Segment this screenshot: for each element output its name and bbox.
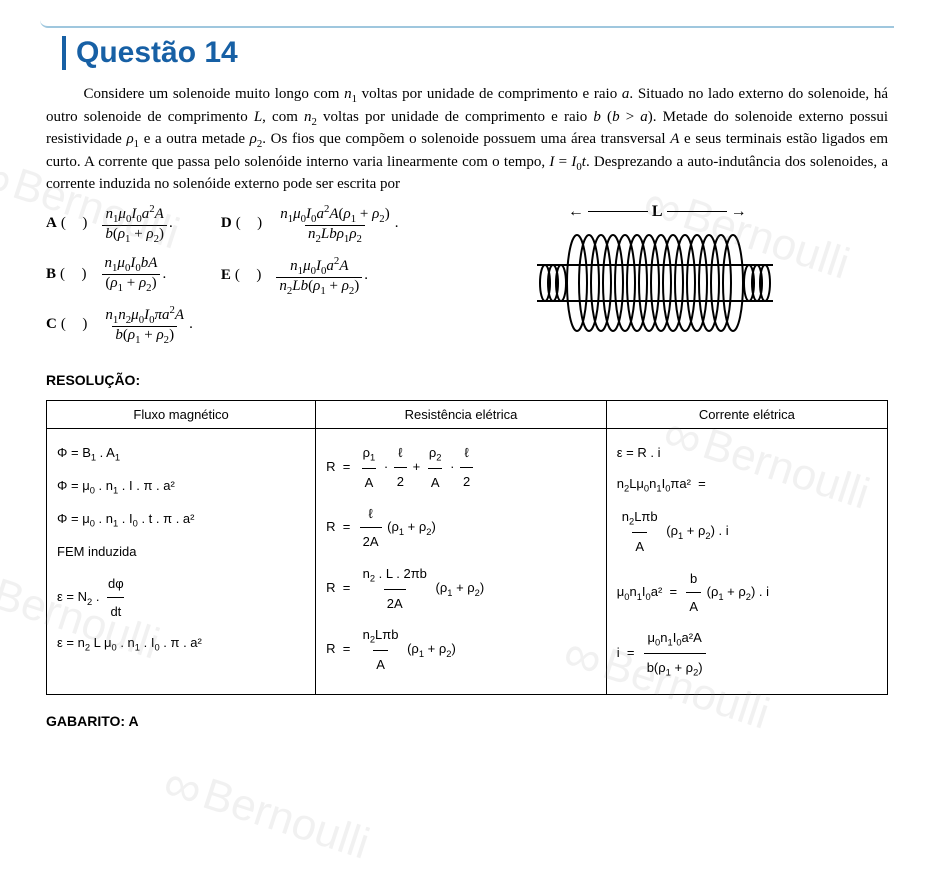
option-c: C( ) n1n2μ0I0πa2Ab(ρ1 + ρ2).	[46, 304, 193, 346]
watermark: ∞Bernoulli	[156, 753, 376, 875]
option-b: B( ) n1μ0I0bA(ρ1 + ρ2).	[46, 255, 193, 294]
diagram-l-label: L	[652, 203, 663, 221]
resolution-heading: RESOLUÇÃO:	[46, 372, 934, 388]
solenoid-svg	[527, 223, 787, 343]
solution-flux-cell: Φ = B1 . A1 Φ = μ0 . n1 . I . π . a² Φ =…	[47, 428, 316, 694]
option-d: D( ) n1μ0I0a2A(ρ1 + ρ2)n2Lbρ1ρ2.	[221, 203, 399, 245]
solution-table: Fluxo magnético Resistência elétrica Cor…	[46, 400, 888, 695]
col-header-current: Corrente elétrica	[606, 400, 887, 428]
problem-statement: Considere um solenoide muito longo com n…	[46, 84, 888, 195]
options-row: A( ) n1μ0I0a2Ab(ρ1 + ρ2). B( ) n1μ0I0bA(…	[46, 203, 888, 346]
col-header-resistance: Resistência elétrica	[316, 400, 607, 428]
solution-resistance-cell: R = ρ1A · ℓ2 + ρ2A · ℓ2 R = ℓ2A (ρ1 + ρ2…	[316, 428, 607, 694]
option-a: A( ) n1μ0I0a2Ab(ρ1 + ρ2).	[46, 203, 193, 245]
col-header-flux: Fluxo magnético	[47, 400, 316, 428]
question-title: Questão 14	[62, 36, 934, 70]
option-e: E( ) n1μ0I0a2An2Lb(ρ1 + ρ2).	[221, 255, 399, 297]
header-rule	[40, 14, 894, 28]
solenoid-diagram: ← L →	[426, 203, 888, 343]
answer-key: GABARITO: A	[46, 713, 934, 729]
solution-current-cell: ε = R . i n2Lμ0n1I0πa² = n2LπbA (ρ1 + ρ2…	[606, 428, 887, 694]
